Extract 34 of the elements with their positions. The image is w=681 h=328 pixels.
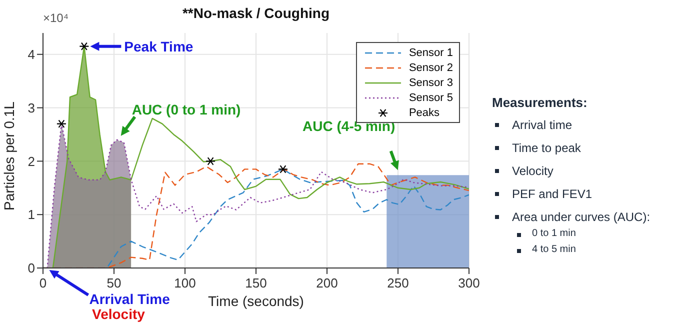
legend-label: Sensor 5 xyxy=(408,92,453,104)
legend-label: Sensor 2 xyxy=(408,62,453,74)
x-tick-label: 150 xyxy=(245,276,267,291)
annotation: AUC (0 to 1 min) xyxy=(132,102,241,118)
x-tick-label: 100 xyxy=(174,276,196,291)
x-tick-label: 300 xyxy=(458,276,480,291)
annotation: Peak Time xyxy=(124,38,194,54)
x-tick-label: 50 xyxy=(106,276,122,291)
legend-label: Sensor 3 xyxy=(408,76,453,88)
text: Area under curves (AUC): xyxy=(512,210,650,224)
y-tick-label: 0 xyxy=(28,260,35,276)
text: Time to peak xyxy=(512,141,581,156)
x-axis-title: Time (seconds) xyxy=(208,293,304,309)
text: Velocity xyxy=(512,164,554,178)
annotation: Arrival Time xyxy=(89,290,170,307)
y-tick-label: 2 xyxy=(28,154,35,169)
legend-label: Sensor 1 xyxy=(408,46,453,58)
y-tick-label: 1 xyxy=(28,207,35,222)
text: Measurements: xyxy=(492,95,588,111)
y-tick-label: 4 xyxy=(28,46,35,62)
legend-label: Peaks xyxy=(408,106,440,118)
y-tick-label: 3 xyxy=(28,100,35,116)
text: PEF and FEV1 xyxy=(512,187,592,202)
annotation: AUC (4-5 min) xyxy=(302,118,396,134)
text: Velocity xyxy=(92,306,146,322)
text: 4 to 5 min xyxy=(532,244,576,256)
x-tick-label: 250 xyxy=(387,276,409,291)
y-axis-title: Particles per 0.1L xyxy=(0,101,17,210)
x-tick-label: 200 xyxy=(316,276,338,291)
text: 0 to 1 min xyxy=(532,228,576,240)
text: Arrival time xyxy=(512,118,572,132)
text: ×10⁴ xyxy=(43,11,69,25)
x-tick-label: 0 xyxy=(39,276,47,291)
chart-title: **No-mask / Coughing xyxy=(182,5,330,21)
